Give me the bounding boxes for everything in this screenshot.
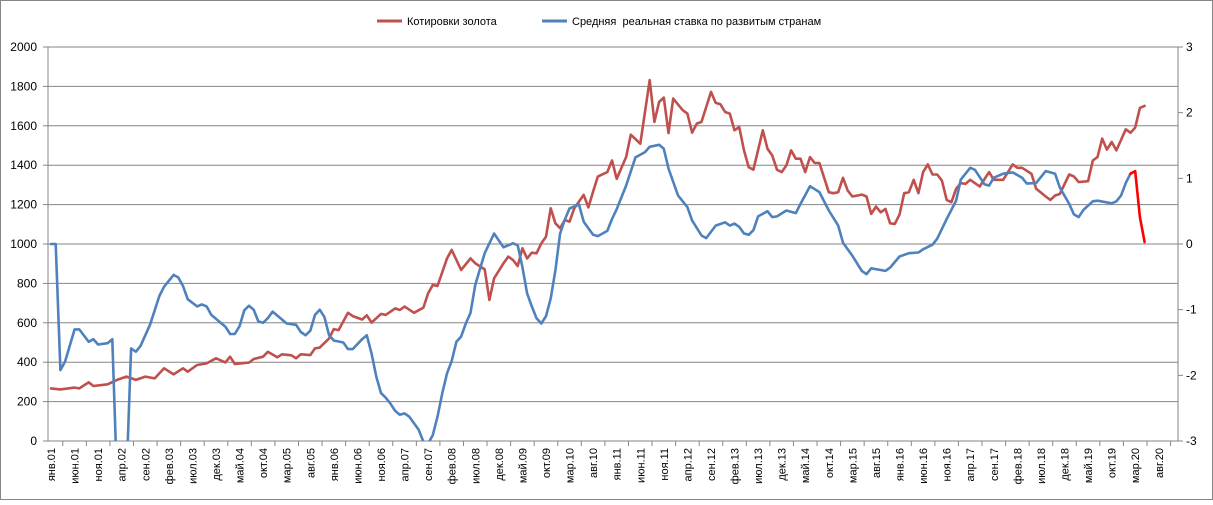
x-tick-label: май.19: [1083, 448, 1095, 483]
x-tick-label: июн.11: [635, 448, 647, 483]
x-tick-label: май.14: [800, 448, 812, 483]
y-left-tick-label: 1600: [10, 119, 37, 133]
y-left-tick-label: 1200: [10, 198, 37, 212]
x-tick-label: дек.08: [494, 448, 506, 481]
x-tick-label: апр.07: [400, 448, 412, 481]
x-tick-label: апр.12: [682, 448, 694, 481]
x-tick-label: фев.08: [447, 448, 459, 484]
y-right-tick-label: 3: [1186, 40, 1193, 54]
x-tick-label: янв.06: [329, 448, 341, 481]
y-left-tick-label: 1800: [10, 79, 37, 93]
x-tick-label: мар.20: [1130, 448, 1142, 483]
x-tick-label: фев.18: [1012, 448, 1024, 484]
series-lines: [49, 78, 1146, 441]
y-left-tick-label: 800: [17, 276, 37, 290]
y-right-tick-label: 0: [1186, 237, 1193, 251]
x-tick-label: сен.17: [989, 448, 1001, 481]
legend-label-gold: Котировки золота: [407, 16, 498, 28]
gridlines: [48, 46, 1178, 442]
x-tick-label: дек.13: [777, 448, 789, 481]
x-tick-label: ноя.11: [659, 448, 671, 481]
x-tick-label: окт.19: [1107, 448, 1119, 478]
x-tick-label: мар.05: [282, 448, 294, 483]
x-tick-label: ноя.16: [942, 448, 954, 481]
series-line-real-rate-forecast: [1129, 169, 1146, 244]
x-tick-label: фев.03: [164, 448, 176, 484]
x-tick-label: окт.14: [824, 448, 836, 478]
series-line-real-rate: [49, 143, 1132, 441]
x-tick-label: мар.15: [847, 448, 859, 483]
x-tick-label: янв.16: [895, 448, 907, 481]
series-line-gold-price: [49, 78, 1146, 391]
x-tick-label: дек.18: [1060, 448, 1072, 481]
x-tick-label: авг.10: [588, 448, 600, 478]
x-tick-label: авг.05: [305, 448, 317, 478]
x-tick-label: июн.01: [70, 448, 82, 484]
x-tick-label: ноя.01: [93, 448, 105, 481]
x-tick-label: ноя.06: [376, 448, 388, 481]
y-right-tick-label: 1: [1186, 171, 1193, 185]
y-axis-right: -3 -2 -1 0 1 2 3: [1177, 40, 1197, 448]
x-tick-label: май.09: [517, 448, 529, 483]
x-tick-label: сен.12: [706, 448, 718, 481]
y-right-tick-label: -2: [1186, 368, 1197, 382]
x-tick-label: фев.13: [730, 448, 742, 484]
y-left-tick-label: 400: [17, 355, 37, 369]
x-tick-label: мар.10: [565, 448, 577, 483]
y-right-tick-label: -3: [1186, 434, 1197, 448]
y-left-tick-label: 2000: [10, 40, 37, 54]
y-left-tick-label: 0: [30, 434, 37, 448]
y-left-tick-label: 1400: [10, 158, 37, 172]
x-tick-label: авг.20: [1154, 448, 1166, 478]
x-tick-label: июн.06: [352, 448, 364, 484]
x-tick-label: дек.03: [211, 448, 223, 481]
x-tick-label: янв.11: [612, 448, 624, 480]
x-tick-label: июл.13: [753, 448, 765, 484]
x-tick-label: окт.09: [541, 448, 553, 478]
x-tick-label: июл.08: [470, 448, 482, 484]
y-left-tick-label: 200: [17, 395, 37, 409]
x-tick-label: апр.02: [117, 448, 129, 481]
x-tick-label: сен.07: [423, 448, 435, 481]
x-tick-label: апр.17: [965, 448, 977, 481]
y-right-tick-label: -1: [1186, 303, 1197, 317]
x-tick-label: янв.01: [46, 448, 58, 481]
x-tick-label: июн.16: [918, 448, 930, 484]
legend: Котировки золота Средняя реальная ставка…: [377, 16, 821, 28]
legend-label-rate: Средняя реальная ставка по развитым стра…: [572, 16, 821, 28]
y-left-tick-label: 1000: [10, 237, 37, 251]
x-tick-label: июл.18: [1036, 448, 1048, 484]
x-tick-label: сен.02: [140, 448, 152, 481]
y-right-tick-label: 2: [1186, 106, 1193, 120]
x-tick-label: июл.03: [187, 448, 199, 484]
y-axis-left: 0 200 400 600 800 1000 1200 1400 1600 1800 2000: [10, 40, 49, 448]
x-tick-label: авг.15: [871, 448, 883, 478]
x-axis: янв.01 июн.01 ноя.01 апр.02 сен.02 фев.03 июл.…: [46, 440, 1178, 484]
x-tick-label: май.04: [235, 448, 247, 483]
x-tick-label: окт.04: [258, 448, 270, 478]
y-left-tick-label: 600: [17, 316, 37, 330]
